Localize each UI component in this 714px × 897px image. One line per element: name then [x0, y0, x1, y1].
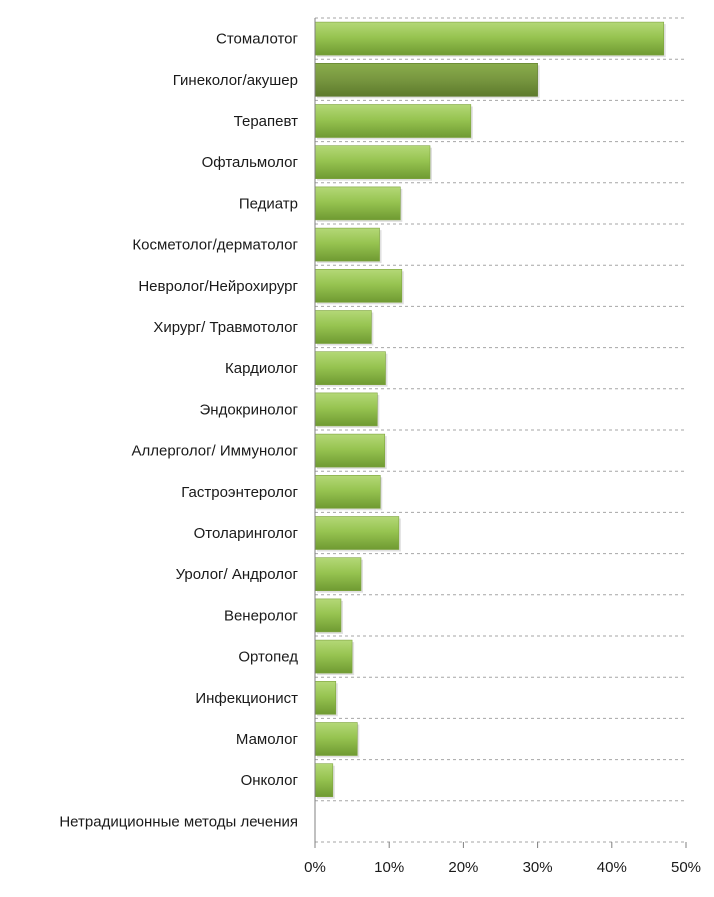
category-label: Нетрадиционные методы лечения	[59, 813, 298, 830]
bar-13	[314, 516, 400, 550]
category-label: Эндокринолог	[200, 401, 299, 418]
bar-19	[314, 763, 334, 798]
bar-16	[314, 639, 353, 674]
gridlines	[315, 17, 686, 843]
x-tick-label: 0%	[304, 859, 326, 876]
category-label: Мамолог	[236, 731, 299, 748]
bar-9	[314, 351, 386, 386]
bar-5	[314, 186, 401, 221]
bar-17	[314, 680, 337, 715]
category-label: Терапевт	[234, 113, 298, 130]
bar-8	[314, 310, 372, 344]
category-label: Аллерголог/ Иммунолог	[131, 443, 298, 460]
bar-10	[314, 392, 378, 427]
category-label: Офтальмолог	[202, 154, 299, 171]
category-label: Кардиолог	[225, 360, 298, 377]
category-label: Гинеколог/акушер	[173, 72, 298, 89]
category-label: Уролог/ Андролог	[176, 566, 299, 583]
category-label: Ортопед	[238, 649, 298, 666]
bar-15	[314, 598, 342, 633]
bar-4	[314, 145, 431, 179]
category-label: Отоларинголог	[194, 525, 299, 542]
x-tick-label: 50%	[671, 859, 701, 876]
bar-2	[314, 62, 538, 97]
category-label: Хирург/ Травмотолог	[153, 319, 298, 336]
bar-18	[314, 722, 358, 756]
category-label: Онколог	[241, 772, 299, 789]
bar-11	[314, 433, 386, 468]
category-label: Педиатр	[239, 195, 298, 212]
x-tick-label: 30%	[523, 859, 553, 876]
bar-6	[314, 227, 380, 262]
x-tick-label: 40%	[597, 859, 627, 876]
category-label: Венеролог	[224, 607, 299, 624]
bars	[314, 21, 666, 799]
bar-3	[314, 104, 472, 138]
category-label: Гастроэнтеролог	[181, 484, 298, 501]
category-label: Инфекционист	[195, 690, 298, 707]
category-label: Косметолог/дерматолог	[132, 237, 298, 254]
bar-14	[314, 557, 362, 592]
bar-7	[314, 268, 403, 303]
category-labels: Стомалотог Гинеколог/акушер Терапевт Офталь…	[59, 31, 298, 831]
x-axis-ticks: 0% 10% 20% 30% 40% 50%	[304, 842, 701, 876]
bar-12	[314, 474, 381, 509]
category-label: Невролог/Нейрохирург	[138, 278, 298, 295]
category-label: Стомалотог	[216, 31, 299, 48]
bar-1	[314, 21, 665, 56]
x-tick-label: 10%	[374, 859, 404, 876]
x-tick-label: 20%	[448, 859, 478, 876]
